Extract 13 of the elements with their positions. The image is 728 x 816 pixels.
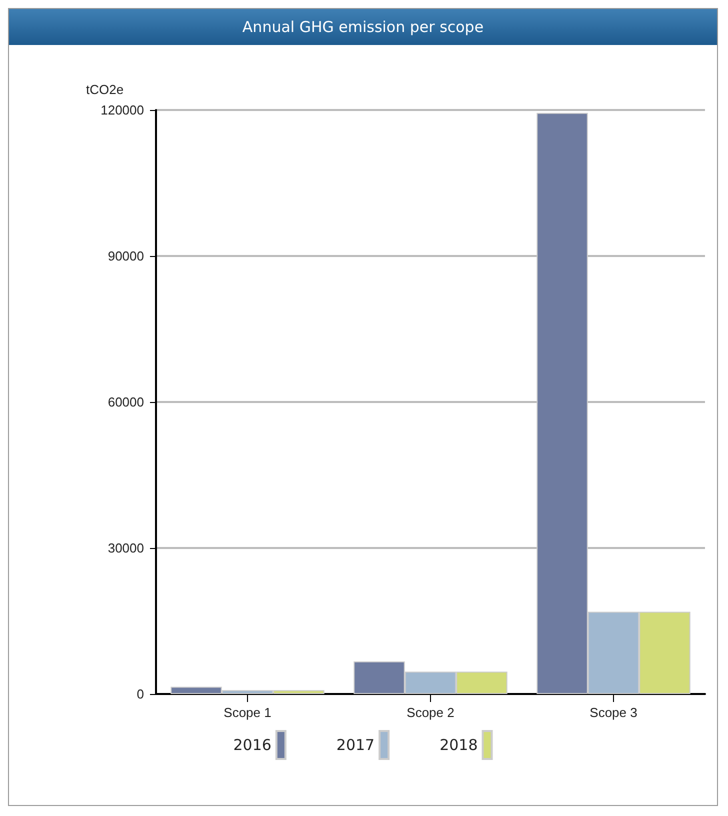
legend-label: 2018	[440, 736, 478, 754]
x-tick-label: Scope 2	[406, 705, 454, 720]
legend-label: 2016	[233, 736, 272, 754]
y-tick-label: 90000	[108, 248, 144, 264]
y-axis-title: tCO2e	[86, 82, 124, 97]
chart-title: Annual GHG emission per scope	[9, 9, 717, 45]
y-tick-label: 120000	[100, 102, 144, 118]
x-tick-label: Scope 3	[590, 705, 638, 720]
x-tick-label: Scope 1	[224, 705, 272, 720]
legend-label: 2017	[336, 736, 375, 754]
y-tick-label: 0	[136, 686, 144, 702]
y-tick-label: 60000	[108, 394, 144, 410]
y-tick-label: 30000	[108, 540, 144, 556]
